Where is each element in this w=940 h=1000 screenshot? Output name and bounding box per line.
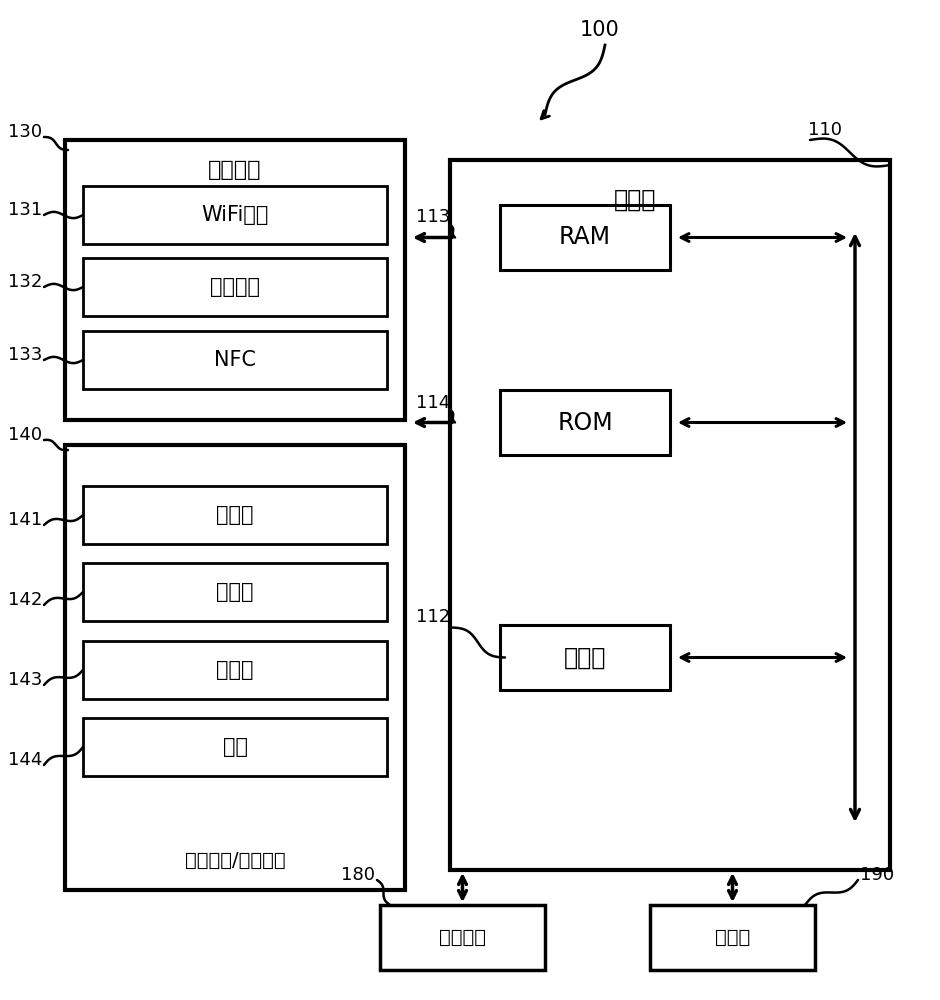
Text: 处理器: 处理器: [564, 646, 606, 670]
Bar: [65, 445, 405, 890]
Bar: [500, 390, 670, 455]
Bar: [83, 486, 387, 544]
Text: 142: 142: [8, 591, 42, 609]
Bar: [83, 641, 387, 699]
Text: 按键: 按键: [223, 737, 247, 757]
Text: 通信接口: 通信接口: [209, 160, 261, 180]
Bar: [83, 186, 387, 244]
Text: 100: 100: [580, 20, 619, 40]
Text: 供电电源: 供电电源: [439, 928, 486, 947]
Text: 用户输入/输出接口: 用户输入/输出接口: [184, 850, 286, 869]
Text: RAM: RAM: [559, 226, 611, 249]
Bar: [380, 905, 545, 970]
Text: ROM: ROM: [557, 410, 613, 434]
Text: WiFi芯片: WiFi芯片: [201, 205, 269, 225]
Bar: [450, 160, 890, 870]
Bar: [83, 331, 387, 389]
Text: 133: 133: [8, 346, 42, 364]
Text: 190: 190: [860, 866, 894, 884]
Bar: [650, 905, 815, 970]
Text: 141: 141: [8, 511, 42, 529]
Text: 摄像头: 摄像头: [216, 582, 254, 602]
Text: 麦克风: 麦克风: [216, 505, 254, 525]
Text: NFC: NFC: [214, 350, 256, 370]
Bar: [500, 205, 670, 270]
Text: 112: 112: [415, 608, 450, 626]
Bar: [500, 625, 670, 690]
Bar: [65, 140, 405, 420]
Text: 113: 113: [415, 209, 450, 227]
Bar: [83, 563, 387, 621]
Text: 144: 144: [8, 751, 42, 769]
Text: 蓝牙模块: 蓝牙模块: [210, 277, 260, 297]
Bar: [83, 258, 387, 316]
Text: 存储器: 存储器: [715, 928, 750, 947]
Text: 143: 143: [8, 671, 42, 689]
Text: 131: 131: [8, 201, 42, 219]
Text: 132: 132: [8, 273, 42, 291]
Text: 180: 180: [341, 866, 375, 884]
Text: 130: 130: [8, 123, 42, 141]
Text: 110: 110: [808, 121, 842, 139]
Text: 114: 114: [415, 393, 450, 412]
Text: 控制器: 控制器: [614, 188, 656, 212]
Text: 140: 140: [8, 426, 42, 444]
Text: 传感器: 传感器: [216, 660, 254, 680]
Bar: [83, 718, 387, 776]
